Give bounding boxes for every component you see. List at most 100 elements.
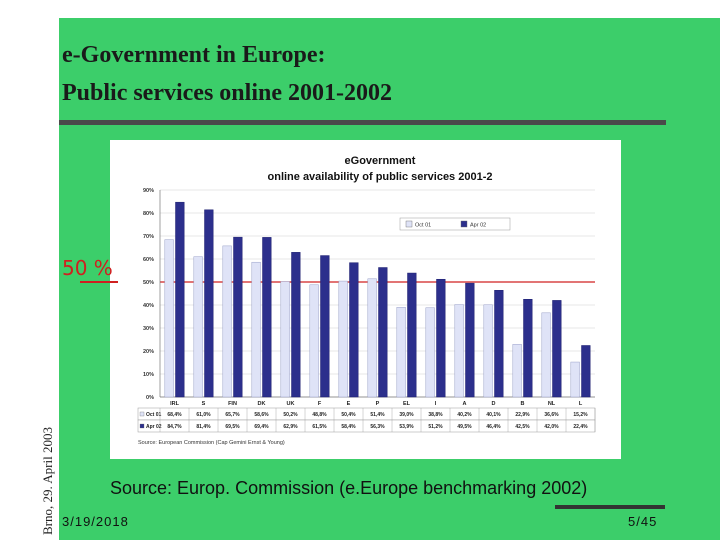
bar-apr02 <box>494 290 504 398</box>
chart-title: eGovernment <box>345 155 416 167</box>
bar-apr02 <box>291 252 301 398</box>
data-label: 42,5% <box>515 424 530 430</box>
legend-label: Apr 02 <box>470 223 486 229</box>
y-tick-label: 60% <box>143 257 154 263</box>
page-number: 5/45 <box>628 514 658 529</box>
bar-apr02 <box>523 299 533 398</box>
x-tick-label: P <box>376 401 380 407</box>
x-tick-label: S <box>202 401 206 407</box>
data-label: 36,6% <box>544 412 559 418</box>
data-label: 84,7% <box>167 424 182 430</box>
top-margin <box>59 0 720 18</box>
data-label: 53,9% <box>399 424 414 430</box>
bar-oct01 <box>570 361 580 398</box>
bar-apr02 <box>407 272 417 398</box>
bar-oct01 <box>164 239 174 398</box>
y-tick-label: 70% <box>143 234 154 240</box>
slide-title: e-Government in Europe: Public services … <box>62 36 392 112</box>
data-label: 69,4% <box>254 424 269 430</box>
left-margin <box>0 0 59 540</box>
bar-oct01 <box>193 256 203 398</box>
x-tick-label: D <box>492 401 496 407</box>
bar-oct01 <box>309 284 319 398</box>
bar-chart: eGovernment online availability of public… <box>137 155 596 446</box>
bar-apr02 <box>581 345 591 398</box>
legend-swatch <box>405 220 413 228</box>
data-label: 22,9% <box>515 412 530 418</box>
data-label: 62,9% <box>283 424 298 430</box>
table-swatch <box>139 423 145 429</box>
bar-oct01 <box>280 281 290 398</box>
bar-oct01 <box>367 278 377 398</box>
x-tick-label: UK <box>287 401 295 407</box>
title-underline <box>59 120 666 125</box>
data-label: 56,3% <box>370 424 385 430</box>
footer-bar <box>555 505 665 509</box>
bar-oct01 <box>483 304 493 398</box>
data-label: 48,8% <box>312 412 327 418</box>
data-label: 51,4% <box>370 412 385 418</box>
y-tick-label: 30% <box>143 326 154 332</box>
legend-box <box>399 217 511 231</box>
data-label: 22,4% <box>573 424 588 430</box>
y-tick-label: 50% <box>143 280 154 286</box>
data-label: 15,2% <box>573 412 588 418</box>
bar-oct01 <box>222 245 232 398</box>
bar-oct01 <box>454 304 464 398</box>
footer-date: 3/19/2018 <box>62 514 129 529</box>
fifty-percent-label: 50 % <box>62 256 113 280</box>
data-label: 51,2% <box>428 424 443 430</box>
bar-apr02 <box>552 300 562 398</box>
data-label: 49,5% <box>457 424 472 430</box>
x-tick-label: E <box>347 401 351 407</box>
data-label: 42,0% <box>544 424 559 430</box>
data-label: 58,6% <box>254 412 269 418</box>
data-label: 61,5% <box>312 424 327 430</box>
bar-apr02 <box>204 209 214 398</box>
data-label: 38,8% <box>428 412 443 418</box>
bar-oct01 <box>425 307 435 398</box>
bar-oct01 <box>396 307 406 398</box>
table-series-label: Oct 01 <box>146 412 162 418</box>
x-tick-label: EL <box>403 401 411 407</box>
x-tick-label: I <box>435 401 437 407</box>
legend-label: Oct 01 <box>415 223 431 229</box>
chart-source-note: Source: European Commission (Cap Gemini … <box>138 440 285 446</box>
bar-apr02 <box>465 282 475 398</box>
x-tick-label: NL <box>548 401 556 407</box>
y-tick-label: 20% <box>143 349 154 355</box>
slide-title-line1: e-Government in Europe: <box>62 42 326 68</box>
data-label: 50,4% <box>341 412 356 418</box>
data-label: 58,4% <box>341 424 356 430</box>
source-caption: Source: Europ. Commission (e.Europe benc… <box>110 478 588 498</box>
y-tick-label: 10% <box>143 372 154 378</box>
data-label: 39,0% <box>399 412 414 418</box>
data-label: 46,4% <box>486 424 501 430</box>
data-label: 81,4% <box>196 424 211 430</box>
data-label: 40,2% <box>457 412 472 418</box>
side-date-label: Brno, 29. April 2003 <box>40 427 55 535</box>
bar-oct01 <box>251 261 261 398</box>
table-series-label: Apr 02 <box>146 424 162 430</box>
legend-swatch <box>460 220 468 228</box>
x-tick-label: IRL <box>170 401 180 407</box>
chart-container: eGovernment online availability of public… <box>110 140 621 459</box>
data-label: 61,0% <box>196 412 211 418</box>
bar-apr02 <box>175 201 185 398</box>
bar-apr02 <box>378 267 388 398</box>
bar-apr02 <box>320 255 330 398</box>
data-label: 40,1% <box>486 412 501 418</box>
bar-apr02 <box>436 278 446 398</box>
data-label: 50,2% <box>283 412 298 418</box>
data-label: 68,4% <box>167 412 182 418</box>
bar-oct01 <box>541 312 551 398</box>
y-tick-label: 40% <box>143 303 154 309</box>
y-tick-label: 90% <box>143 188 154 194</box>
bar-apr02 <box>349 262 359 398</box>
bar-oct01 <box>338 280 348 398</box>
x-tick-label: DK <box>258 401 266 407</box>
bar-oct01 <box>512 344 522 398</box>
chart-subtitle: online availability of public services 2… <box>268 171 493 183</box>
x-tick-label: B <box>521 401 525 407</box>
y-tick-label: 0% <box>146 395 154 401</box>
